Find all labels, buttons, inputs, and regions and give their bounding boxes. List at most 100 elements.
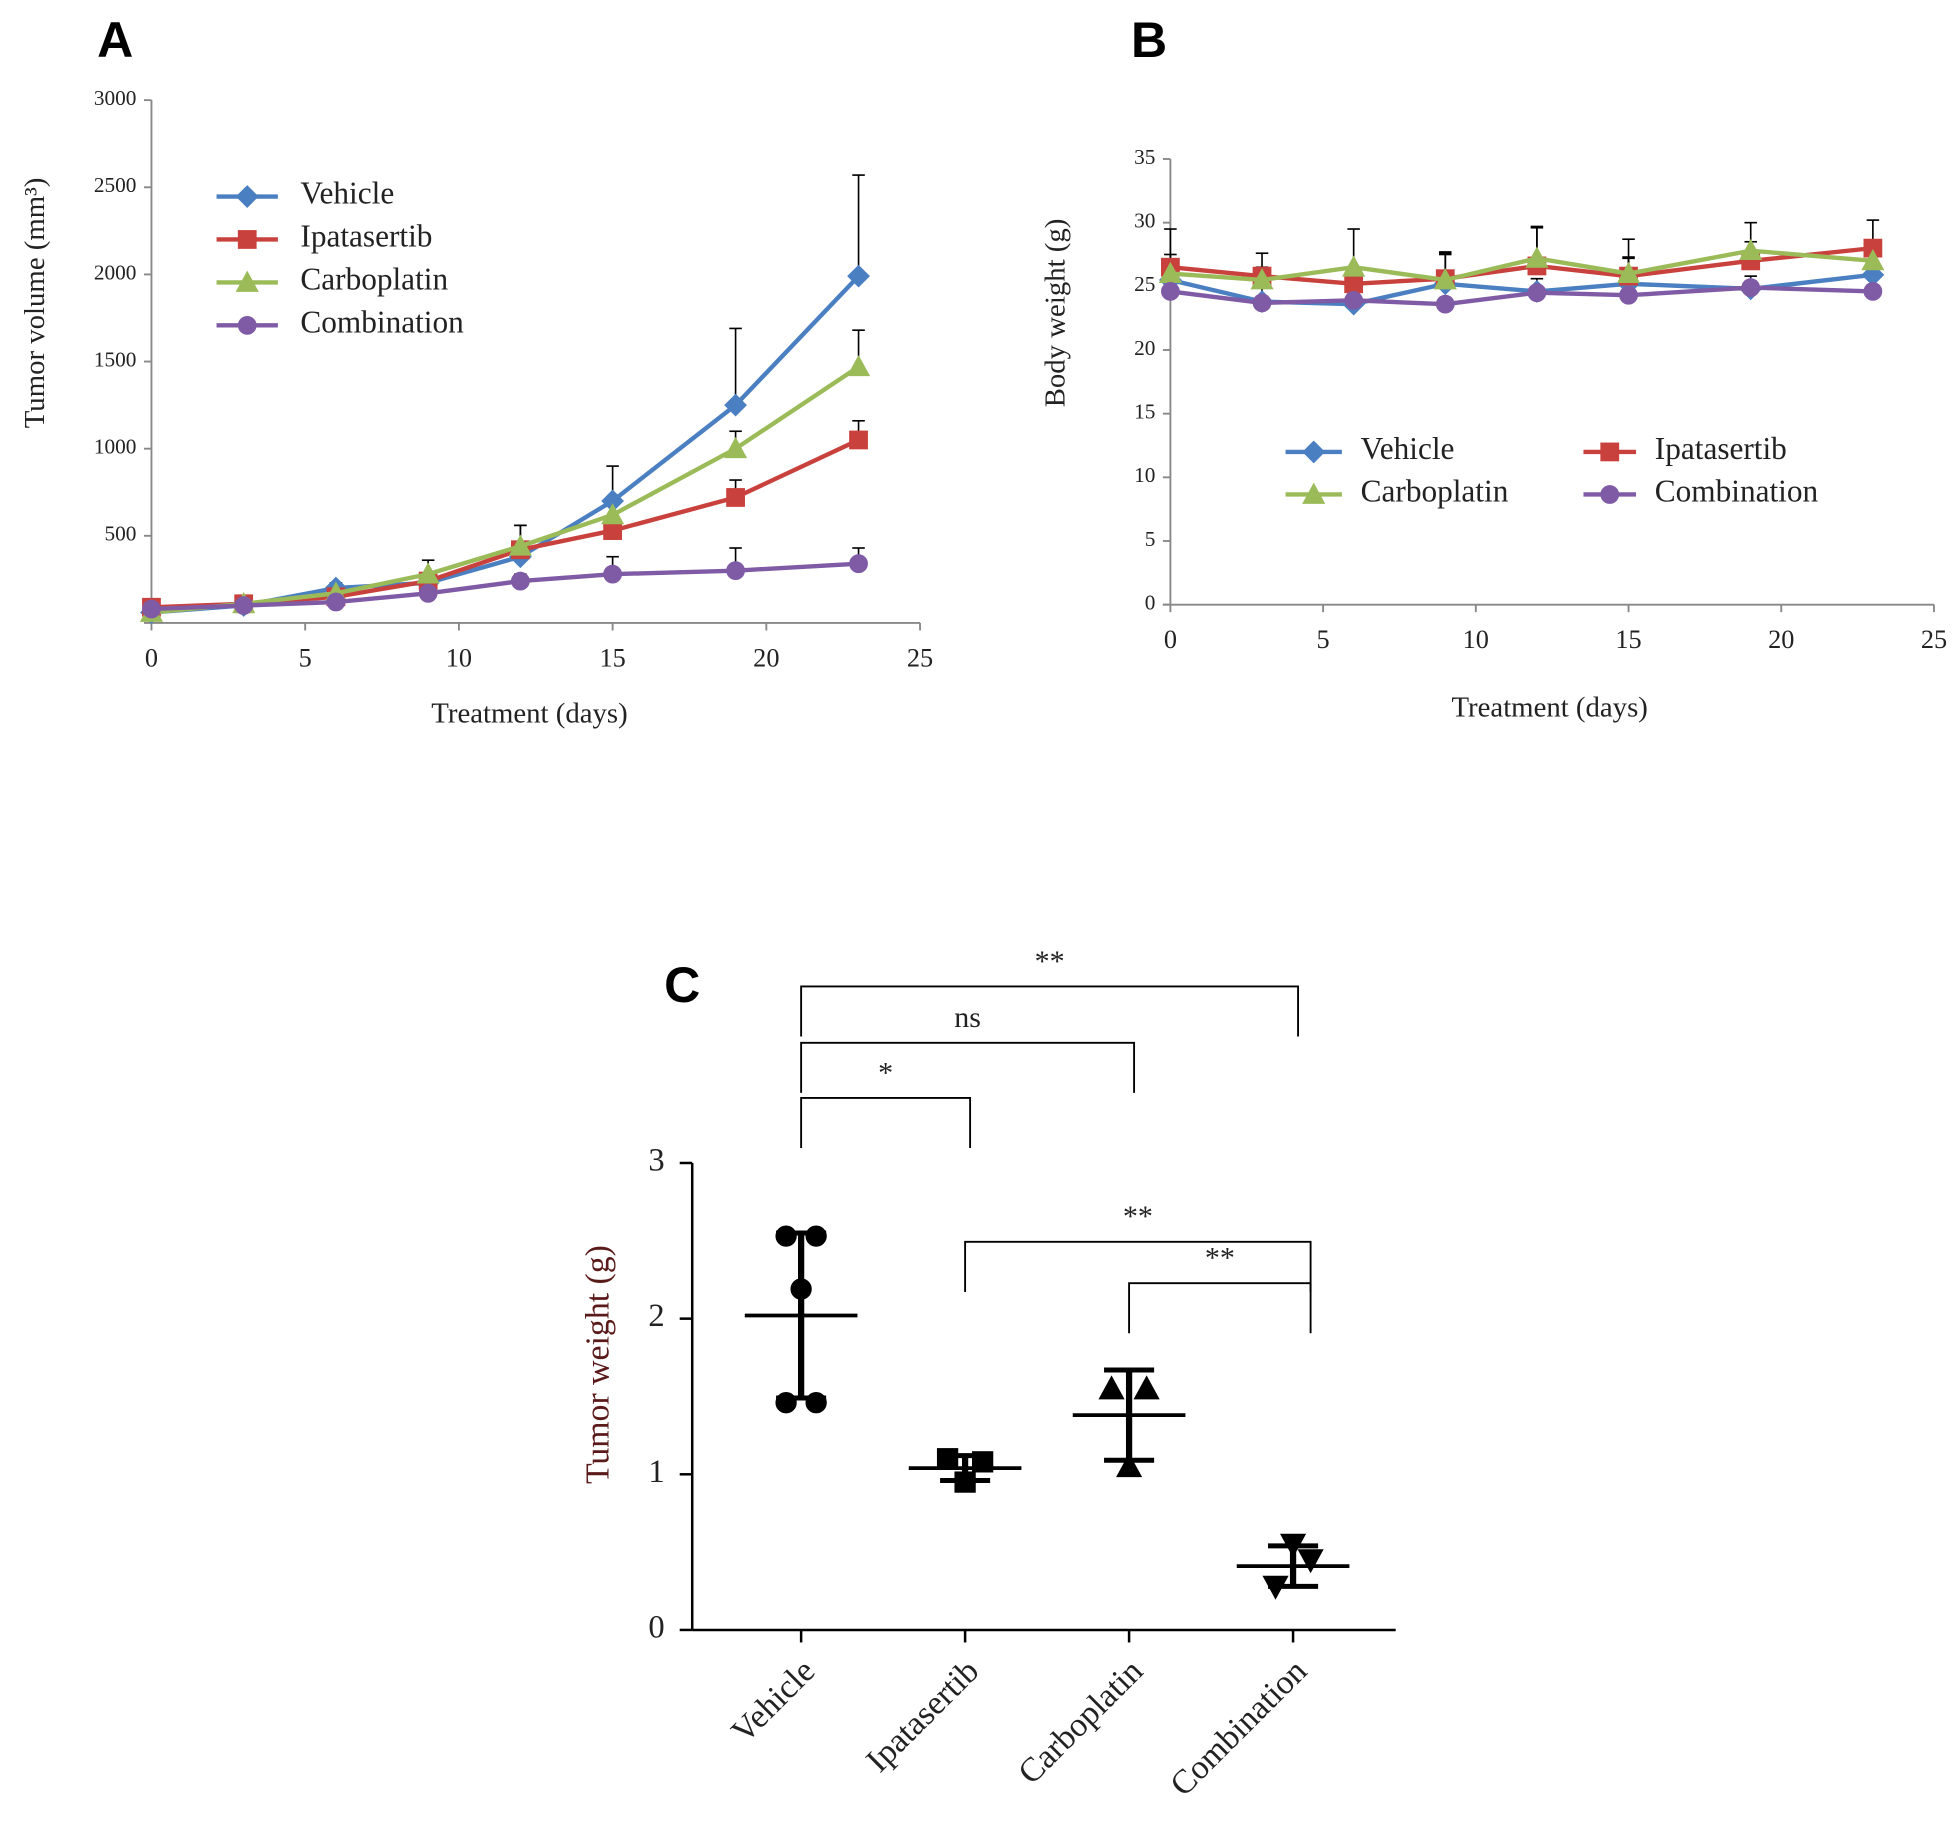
point	[1342, 255, 1366, 277]
y-tick-label: 15	[1134, 400, 1155, 424]
y-tick-label: 25	[1134, 272, 1155, 296]
point	[326, 592, 346, 612]
point	[1116, 1453, 1143, 1478]
point	[416, 562, 440, 584]
significance-bracket	[800, 1041, 1136, 1093]
x-tick-label: 20	[753, 644, 779, 673]
legend-label: Vehicle	[1361, 431, 1455, 466]
point	[1262, 1575, 1289, 1600]
y-tick-label: 3	[648, 1142, 664, 1178]
point	[971, 1451, 994, 1473]
point	[234, 596, 254, 615]
legend-marker	[1302, 440, 1326, 464]
point	[849, 430, 868, 450]
y-tick-label: 30	[1134, 209, 1155, 233]
point	[775, 1225, 797, 1247]
x-tick-label: 15	[1615, 625, 1641, 654]
x-tick-label: 25	[907, 644, 933, 673]
x-tick-label: 10	[446, 644, 472, 673]
point	[1741, 278, 1761, 297]
x-tick-label: 15	[599, 644, 625, 673]
category-label: Carboplatin	[1011, 1652, 1150, 1791]
point	[1527, 283, 1547, 303]
series-line	[151, 561, 859, 612]
point	[790, 1278, 812, 1300]
point	[1098, 1375, 1125, 1400]
point	[849, 554, 868, 574]
significance-bracket	[800, 985, 1300, 1037]
point	[847, 264, 870, 288]
point	[142, 599, 161, 619]
y-tick-label: 5	[1145, 527, 1156, 551]
series-line	[1170, 285, 1873, 307]
point	[1161, 282, 1180, 301]
point	[603, 521, 622, 540]
point	[846, 354, 871, 377]
y-tick-label: 3000	[94, 86, 137, 110]
x-axis-label: Treatment (days)	[1451, 691, 1647, 723]
y-tick-label: 2500	[94, 173, 137, 197]
point	[1861, 249, 1885, 271]
significance-bracket	[800, 1096, 972, 1148]
point	[1739, 238, 1763, 261]
x-tick-label: 5	[1317, 625, 1330, 654]
legend-marker	[1600, 485, 1620, 504]
significance-bracket	[964, 1240, 1312, 1292]
legend-label: Carboplatin	[300, 262, 448, 297]
point	[1279, 1533, 1307, 1558]
y-tick-label: 35	[1134, 145, 1155, 169]
y-axis-label: Tumor volume (mm³)	[19, 178, 51, 429]
point	[1616, 261, 1641, 283]
point	[724, 393, 747, 417]
point	[775, 1392, 797, 1414]
legend-marker	[1302, 482, 1326, 504]
series-line	[1170, 248, 1874, 283]
point	[1344, 290, 1364, 310]
y-tick-label: 1000	[94, 435, 137, 459]
point	[418, 583, 438, 603]
significance-bracket	[1128, 1282, 1312, 1334]
y-axis-label: Tumor weight (g)	[580, 1245, 617, 1484]
point	[1619, 285, 1638, 305]
legend-marker	[235, 270, 259, 292]
point	[1433, 268, 1457, 290]
y-tick-label: 10	[1134, 463, 1155, 487]
x-axis-label: Treatment (days)	[431, 698, 627, 730]
significance-label: **	[1123, 1200, 1153, 1233]
point	[724, 436, 748, 459]
point	[1525, 246, 1549, 268]
point	[1863, 282, 1883, 301]
panel-label: C	[664, 957, 700, 1013]
panel-label: A	[97, 12, 133, 68]
category-label: Ipatasertib	[859, 1652, 986, 1779]
point	[726, 561, 745, 581]
y-tick-label: 1	[648, 1454, 664, 1490]
legend-marker	[1600, 442, 1620, 462]
y-tick-label: 0	[648, 1609, 664, 1645]
y-tick-label: 2000	[94, 260, 137, 284]
point	[603, 564, 622, 584]
legend-label: Carboplatin	[1361, 474, 1509, 509]
x-tick-label: 0	[1164, 625, 1177, 654]
panel-label: B	[1131, 12, 1167, 68]
y-tick-label: 1500	[94, 347, 137, 371]
legend-marker	[235, 185, 259, 208]
point	[805, 1225, 827, 1247]
point	[1344, 274, 1364, 294]
y-tick-label: 0	[1145, 591, 1156, 615]
x-tick-label: 5	[299, 644, 312, 673]
significance-label: ns	[954, 1001, 981, 1034]
series-line	[151, 364, 860, 615]
x-tick-label: 10	[1463, 625, 1489, 654]
point	[1297, 1549, 1324, 1574]
y-axis-label: Body weight (g)	[1039, 219, 1071, 408]
point	[954, 1471, 976, 1493]
point	[1133, 1375, 1160, 1400]
significance-label: **	[1035, 945, 1065, 978]
x-tick-label: 20	[1768, 625, 1794, 654]
point	[1252, 293, 1272, 313]
legend-label: Combination	[1655, 474, 1819, 509]
point	[1435, 294, 1455, 314]
